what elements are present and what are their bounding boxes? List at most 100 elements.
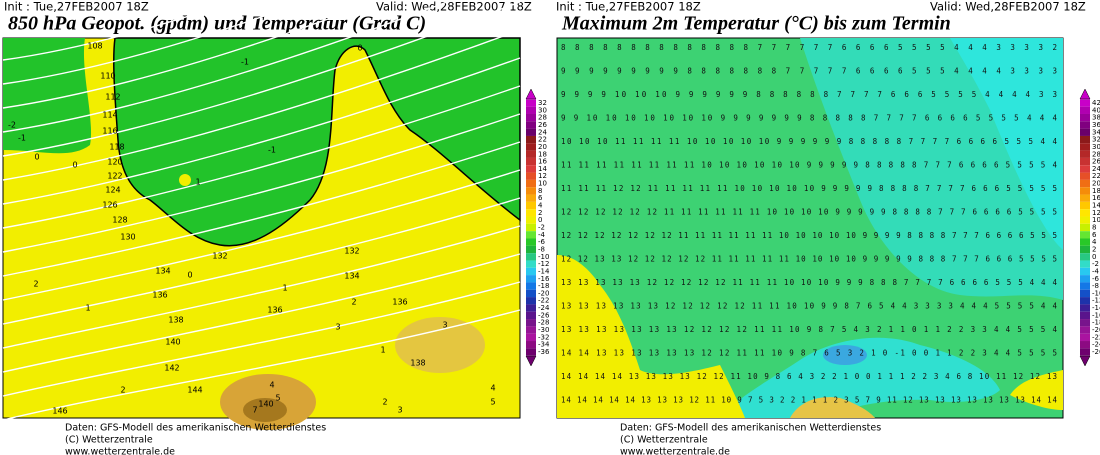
- colorbar-label: -4: [538, 231, 546, 239]
- colorbar-swatch: [1080, 311, 1090, 320]
- contour-label: -1: [268, 146, 276, 155]
- contours: 1081101121141161181201221241261281301321…: [2, 0, 521, 421]
- grid-row: 14 14 13 13 13 13 13 13 12 12 11 11 10 9…: [561, 349, 1057, 358]
- contour-label: 1: [380, 346, 385, 355]
- colorbar-label: -24: [538, 304, 550, 312]
- colorbar-label: -10: [538, 253, 549, 261]
- colorbar-swatch: [526, 304, 536, 312]
- colorbar-swatch: [526, 267, 536, 276]
- colorbar-label: 28: [538, 114, 547, 122]
- colorbar-swatch: [526, 179, 536, 188]
- colorbar-swatch: [1080, 282, 1090, 290]
- contour-label: 1: [282, 284, 287, 293]
- colorbar-label: 22: [1092, 172, 1100, 180]
- colorbar-label: -2: [1092, 260, 1099, 268]
- warm-region: [790, 397, 875, 418]
- colorbar-label: -22: [538, 297, 549, 305]
- colorbar-label: 24: [538, 128, 547, 136]
- grid-row: 11 11 11 11 11 11 11 11 10 10 10 10 10 1…: [561, 161, 1057, 170]
- contour-label: 5: [275, 394, 280, 403]
- contour-label: 1: [85, 304, 90, 313]
- colorbar-label: -20: [1092, 326, 1100, 334]
- colorbar-swatch: [526, 282, 536, 290]
- warm-region: [395, 317, 485, 373]
- contour-label: 0: [187, 271, 192, 280]
- colorbar-label: 28: [1092, 150, 1100, 158]
- colorbar-swatch: [1080, 319, 1090, 327]
- footer-line: Daten: GFS-Modell des amerikanischen Wet…: [620, 423, 881, 434]
- colorbar-label: -14: [538, 267, 550, 275]
- colorbar-swatch: [1080, 172, 1090, 180]
- valid-time: Valid: Wed,28FEB2007 18Z: [376, 0, 532, 14]
- contour-line: [2, 57, 521, 205]
- colorbar-label: -22: [1092, 333, 1100, 341]
- left-panel: Init : Tue,27FEB2007 18Z Valid: Wed,28FE…: [2, 0, 550, 455]
- contour-label: 134: [155, 267, 170, 276]
- colorbar-label: -8: [538, 245, 545, 253]
- contour-label: 110: [100, 72, 115, 81]
- contour-line: [2, 0, 383, 109]
- colorbar-swatch: [1080, 260, 1090, 268]
- colorbar-label: -26: [1092, 348, 1100, 356]
- colorbar-swatch: [526, 113, 536, 122]
- contour-label: -1: [241, 58, 249, 67]
- contour-label: 140: [165, 338, 180, 347]
- colorbar-label: 20: [538, 143, 547, 151]
- contour-label: 142: [164, 364, 179, 373]
- panel-title: 850 hPa Geopot. (gpdm) und Temperatur (G…: [8, 13, 426, 35]
- warm-region: [243, 398, 287, 422]
- colorbar-label: -26: [538, 311, 550, 319]
- colorbar-label: -16: [538, 275, 550, 283]
- colorbar-label: 8: [1092, 224, 1096, 232]
- colorbar-label: 10: [538, 180, 547, 188]
- colorbar-label: 26: [538, 121, 547, 129]
- colorbar-swatch: [1080, 121, 1090, 129]
- colorbar-swatch: [526, 135, 536, 144]
- colorbar-swatch: [526, 311, 536, 320]
- colorbar-label: 6: [538, 194, 543, 202]
- contour-label: 124: [105, 186, 120, 195]
- colorbar-swatch: [1080, 275, 1090, 283]
- contour-line: [2, 85, 521, 229]
- colorbar-swatch: [1080, 135, 1090, 144]
- contour-label: 122: [107, 172, 122, 181]
- colorbar-label: 24: [1092, 165, 1100, 173]
- contour-line: [2, 169, 521, 301]
- colorbar-swatch: [526, 165, 536, 173]
- grid-row: 13 13 13 13 13 13 12 12 12 12 12 11 11 1…: [561, 302, 1057, 311]
- cool-region: [720, 337, 1000, 418]
- contour-label: 132: [344, 247, 359, 256]
- contour-line: [2, 1, 521, 157]
- contour-label: 3: [442, 321, 447, 330]
- colorbar-label: 12: [538, 172, 547, 180]
- colorbar-swatch: [1080, 238, 1090, 246]
- colorbar: 32302826242220181614121086420-2-4-6-8-10…: [525, 88, 550, 367]
- colorbar-label: -32: [538, 333, 549, 341]
- colorbar-label: -34: [538, 341, 550, 349]
- contour-line: [2, 0, 241, 61]
- colorbar-arrow: [1079, 88, 1091, 100]
- warm-region: [1010, 370, 1063, 410]
- colorbar-swatch: [1080, 194, 1090, 202]
- colorbar-swatch: [526, 297, 536, 305]
- contour-label: 1: [195, 178, 200, 187]
- colorbar-swatch: [1080, 341, 1090, 349]
- contour-label: 126: [102, 201, 117, 210]
- colorbar-label: 0: [538, 216, 542, 224]
- colorbar-swatch: [1080, 150, 1090, 158]
- colorbar-swatch: [1080, 304, 1090, 312]
- footer-line: (C) Wetterzentrale: [620, 435, 708, 446]
- colorbar-label: 34: [1092, 128, 1100, 136]
- contour-line: [2, 253, 521, 373]
- colorbar-label: 2: [538, 209, 542, 217]
- cool-region: [950, 38, 1063, 250]
- contour-label: 108: [87, 42, 102, 51]
- footer-line: (C) Wetterzentrale: [65, 435, 153, 446]
- colorbar-swatch: [1080, 187, 1090, 195]
- contour-label: 146: [52, 407, 67, 416]
- colorbar-label: 4: [538, 202, 543, 210]
- contour-label: 116: [102, 127, 117, 136]
- contour-label: 114: [102, 111, 117, 120]
- contour-label: 132: [212, 252, 227, 261]
- contour-line: [2, 225, 521, 349]
